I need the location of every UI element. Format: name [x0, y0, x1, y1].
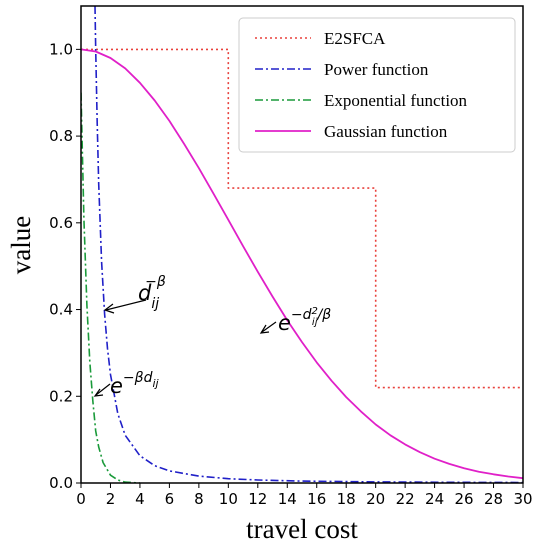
x-tick-label: 2: [106, 490, 116, 508]
exp-arrow: [95, 383, 111, 396]
x-tick-label: 16: [307, 490, 326, 508]
exp-formula-annotation: e−βdij: [93, 370, 160, 398]
y-tick-label: 1.0: [49, 40, 73, 58]
x-tick-label: 28: [484, 490, 503, 508]
gauss-arrow: [261, 321, 277, 333]
x-tick-label: 4: [135, 490, 145, 508]
x-tick-label: 0: [76, 490, 86, 508]
x-axis: 0 2 4 6 8 10 12 14 16 18 20 22 24 26 28 30: [76, 483, 533, 508]
x-tick-label: 30: [513, 490, 532, 508]
legend-label: Gaussian function: [324, 122, 448, 141]
x-tick-label: 22: [396, 490, 415, 508]
y-tick-label: 0.2: [49, 387, 73, 405]
y-tick-label: 0.4: [49, 301, 73, 319]
series-line-gaussian-function: [81, 48, 523, 480]
x-tick-label: 14: [278, 490, 297, 508]
y-tick-label: 0.6: [49, 214, 73, 232]
legend-label: Power function: [324, 60, 429, 79]
x-tick-label: 8: [194, 490, 204, 508]
x-tick-label: 10: [219, 490, 238, 508]
x-tick-label: 26: [455, 490, 474, 508]
gauss-formula-label: e−d2 ij/β: [278, 306, 331, 335]
y-axis-title: value: [6, 216, 36, 274]
y-tick-label: 0.8: [49, 127, 73, 145]
x-tick-label: 20: [366, 490, 385, 508]
exp-formula-label: e−βdij: [110, 370, 160, 398]
legend-label: E2SFCA: [324, 29, 386, 48]
x-tick-label: 6: [165, 490, 175, 508]
legend: E2SFCA Power function Exponential function…: [238, 17, 516, 153]
x-axis-title: travel cost: [246, 514, 358, 544]
legend-label: Exponential function: [324, 91, 468, 110]
annotations: dij−β e−βdij e−d2 ij/β: [93, 274, 331, 398]
power-formula-label: dij−β: [138, 274, 166, 312]
gauss-formula-annotation: e−d2 ij/β: [259, 306, 331, 335]
x-tick-label: 18: [337, 490, 356, 508]
power-formula-annotation: dij−β: [103, 274, 166, 314]
series-layer: [81, 6, 523, 483]
series-line-exponential-function: [81, 92, 140, 483]
plot-frame: [80, 5, 524, 484]
x-tick-label: 24: [425, 490, 444, 508]
power-arrow: [105, 299, 147, 311]
y-axis: 0.0 0.2 0.4 0.6 0.8 1.0: [49, 40, 81, 492]
y-tick-label: 0.0: [49, 474, 73, 492]
legend-box: [238, 17, 516, 153]
series-line-power-function: [94, 6, 523, 483]
x-tick-label: 12: [248, 490, 267, 508]
